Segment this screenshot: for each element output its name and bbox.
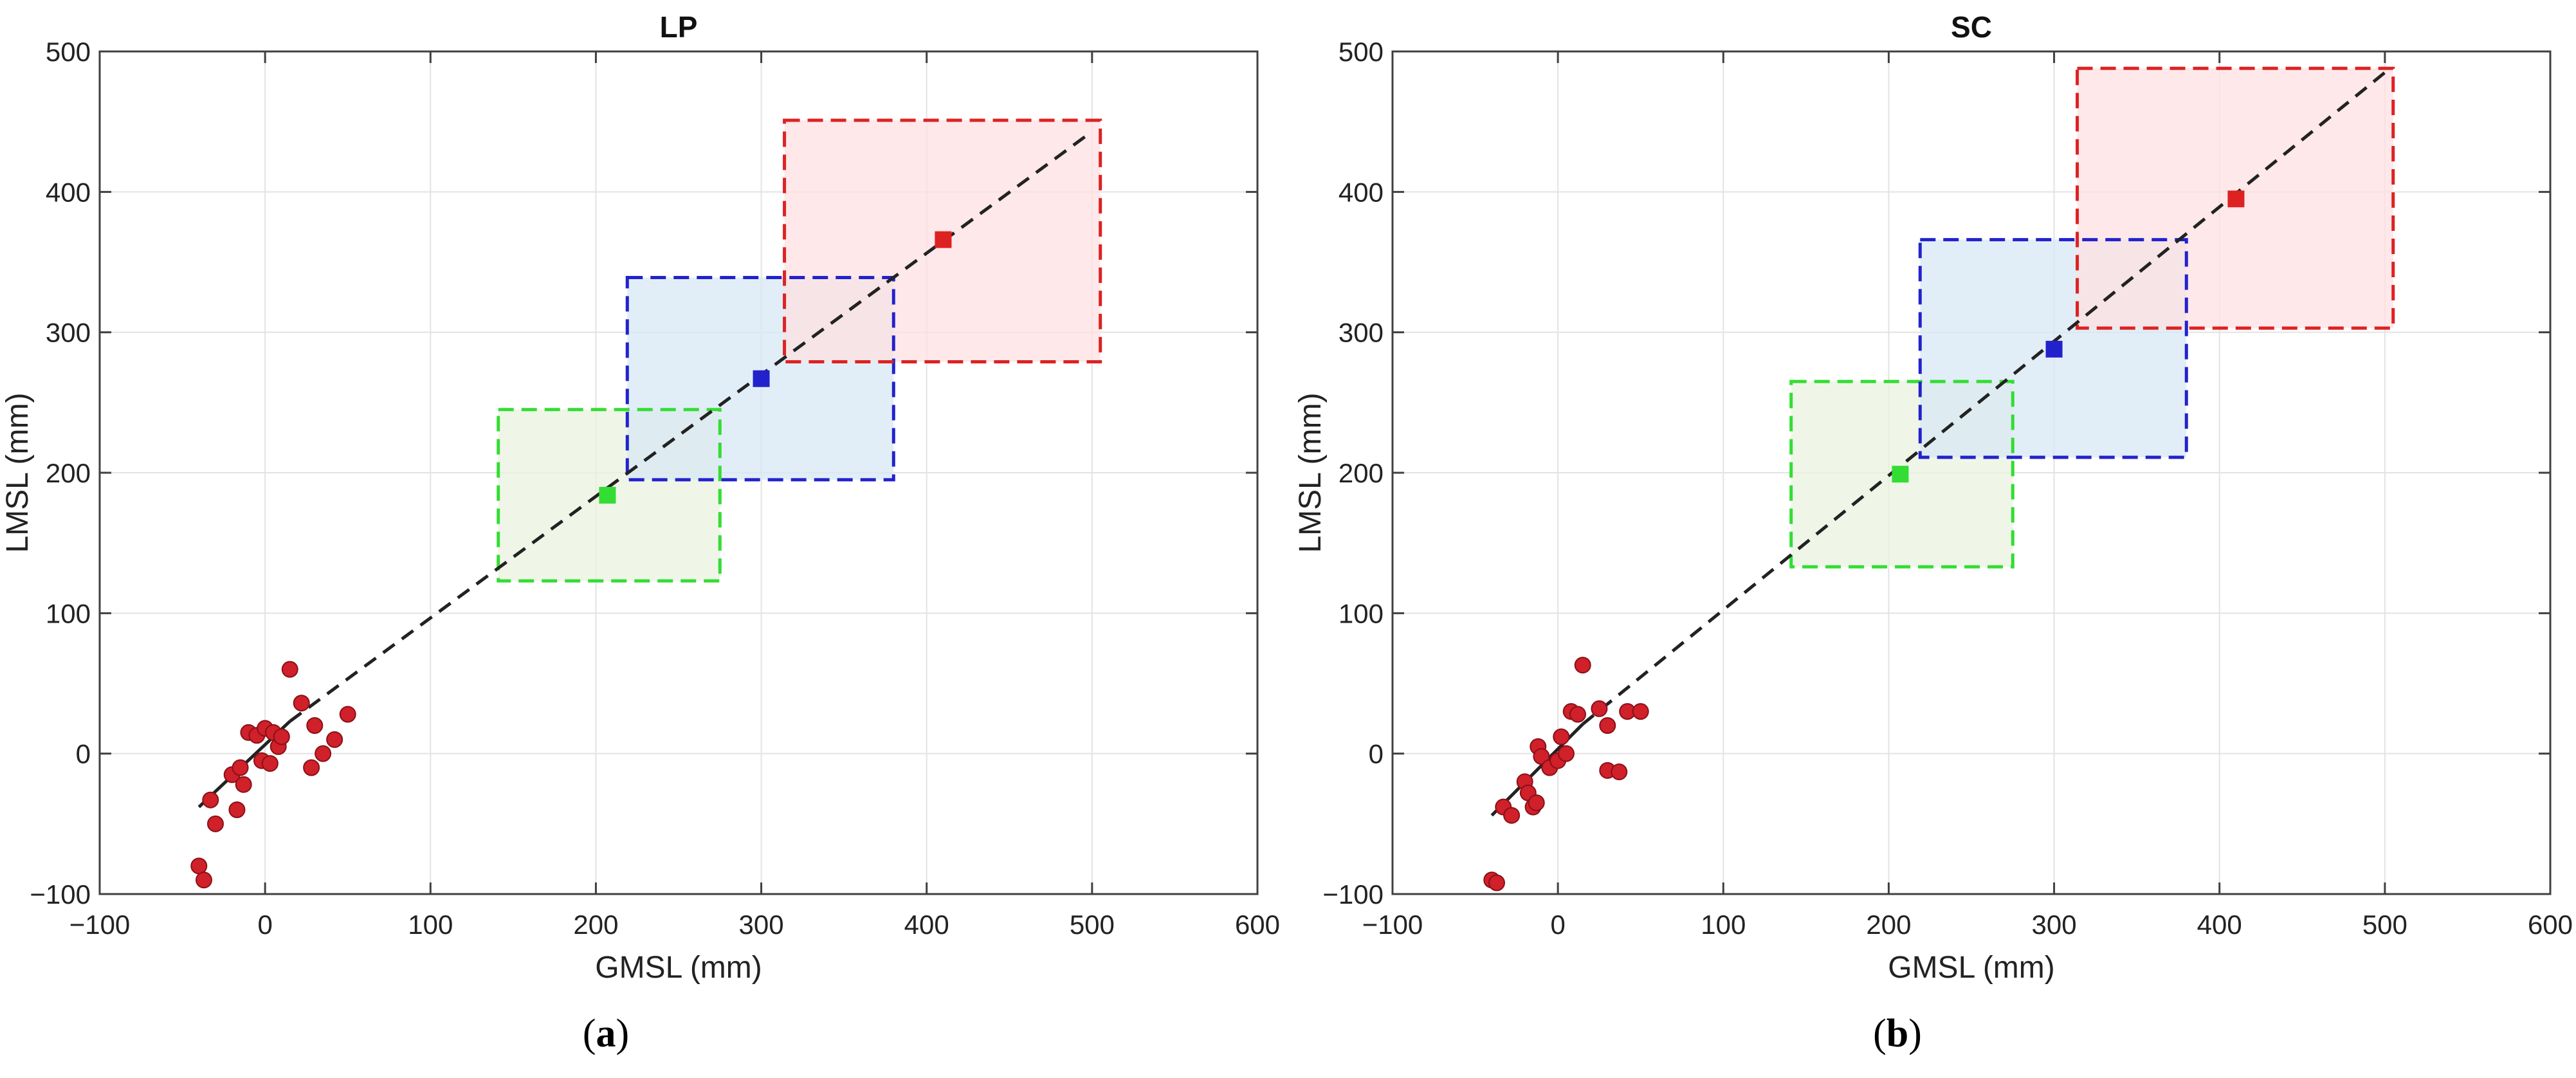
x-tick-label: −100 [1362,909,1423,940]
projection-center-marker-1 [2045,340,2063,358]
scatter-point [1503,807,1521,824]
scatter-point [326,731,343,748]
scatter-point [306,717,324,734]
chart-title: LP [660,10,698,44]
x-tick-label: 400 [2197,909,2242,940]
projection-center-marker-2 [2227,190,2245,208]
scatter-point [190,857,208,875]
x-tick-label: −100 [69,909,131,940]
projection-box-outline-0 [497,408,722,583]
x-tick-label: 600 [1235,909,1280,940]
y-tick-label: 300 [1338,318,1384,348]
x-tick-label: 300 [2032,909,2077,940]
scatter-point [1591,700,1608,717]
y-tick-label: 200 [46,458,91,488]
y-axis-label: LMSL (mm) [1293,393,1328,553]
scatter-point [1611,763,1628,781]
x-axis-label: GMSL (mm) [1888,951,2055,985]
x-tick-label: 500 [1070,909,1115,940]
scatter-point [1528,794,1545,812]
y-tick-label: −100 [1322,879,1384,909]
y-tick-label: 300 [46,318,91,348]
panel-caption-a: (a) [582,1012,630,1055]
scatter-point [228,801,246,818]
x-tick-label: 600 [2528,909,2573,940]
y-axis-label: LMSL (mm) [1,393,35,553]
x-tick-label: 100 [1701,909,1746,940]
scatter-point [293,695,310,712]
x-tick-label: 0 [257,909,272,940]
projection-box-outline-1 [1918,238,2188,459]
x-tick-label: 400 [904,909,949,940]
x-tick-label: 500 [2362,909,2407,940]
scatter-point [1533,748,1550,765]
projection-box-outline-0 [1789,379,2014,569]
scatter-point [207,815,224,832]
projection-box-outline-2 [2076,66,2395,330]
scatter-point [1599,717,1616,734]
projection-center-marker-0 [1892,466,1909,483]
scatter-point [196,872,212,889]
scatter-point [339,706,356,723]
panel-label-a: a [596,1012,616,1055]
projection-center-marker-0 [599,486,616,504]
scatter-point [303,759,320,776]
scatter-point [315,745,332,762]
x-tick-label: 200 [1866,909,1911,940]
y-tick-label: 500 [1338,37,1384,67]
panel-a: −100 0 100 200 300 400 500 600 −100 0 100 200 300 400… [1,10,1280,985]
y-tick-label: 100 [46,598,91,628]
panel-b: −100 0 100 200 300 400 500 600 −100 0 100 200 300 400… [1293,10,2573,985]
chart-title: SC [1951,10,1992,44]
x-tick-label: 100 [408,909,453,940]
y-tick-label: −100 [30,879,91,909]
y-tick-label: 200 [1338,458,1384,488]
x-tick-label: 0 [1550,909,1565,940]
scatter-point [1488,874,1505,891]
scatter-point [273,728,290,745]
scatter-point [1569,706,1586,723]
x-tick-label: 300 [739,909,784,940]
scatter-point [281,661,298,678]
scatter-point [1574,657,1591,674]
scatter-point [1558,745,1575,762]
projection-center-marker-1 [753,370,770,387]
y-tick-label: 100 [1338,598,1384,628]
fit-line-dashed [289,130,1093,723]
y-tick-label: 400 [1338,177,1384,207]
projection-center-marker-2 [935,231,952,248]
scatter-point [232,759,249,776]
x-tick-label: 200 [573,909,618,940]
fit-line-dashed [1582,71,2386,726]
scatter-point [261,754,279,772]
panel-caption-b: (b) [1873,1012,1922,1055]
x-axis-label: GMSL (mm) [595,951,762,985]
scatter-point [202,791,219,808]
y-tick-label: 400 [46,177,91,207]
scatter-point [235,776,252,793]
scatter-point [1632,703,1649,720]
panel-label-b: b [1886,1012,1909,1055]
projection-box-outline-1 [625,276,895,482]
y-tick-label: 500 [46,37,91,67]
y-tick-label: 0 [1369,739,1384,769]
scatter-point [1553,728,1570,745]
y-tick-label: 0 [76,739,91,769]
